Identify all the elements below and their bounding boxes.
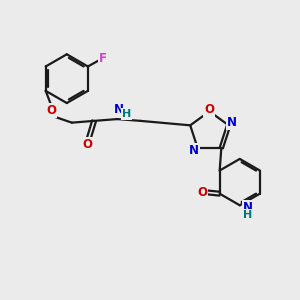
Text: N: N xyxy=(114,103,124,116)
Text: O: O xyxy=(46,104,56,117)
Text: O: O xyxy=(82,138,93,151)
Text: O: O xyxy=(204,103,214,116)
Text: O: O xyxy=(197,186,207,199)
Text: H: H xyxy=(243,210,253,220)
Text: N: N xyxy=(227,116,237,129)
Text: N: N xyxy=(243,201,253,214)
Text: F: F xyxy=(99,52,107,65)
Text: H: H xyxy=(122,109,131,119)
Text: N: N xyxy=(189,144,199,157)
